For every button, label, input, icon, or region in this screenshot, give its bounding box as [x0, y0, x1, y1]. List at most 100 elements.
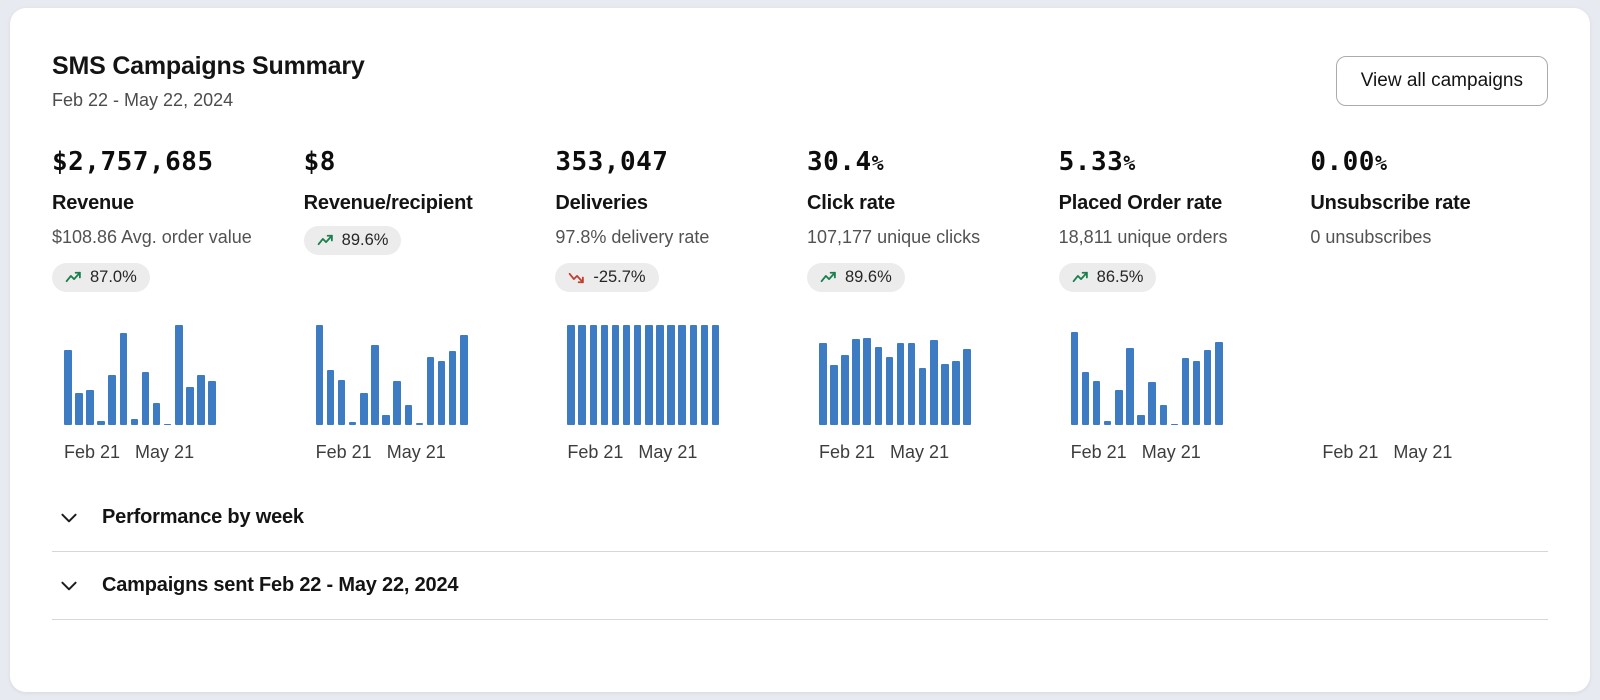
chart-bar: [415, 423, 424, 425]
chart-bar: [678, 325, 686, 425]
chart-bar: [1170, 424, 1179, 425]
chart-bar: [611, 325, 620, 425]
axis-end-label: May 21: [1141, 442, 1201, 462]
badge-text: 89.6%: [845, 267, 892, 286]
chart-bar: [689, 325, 698, 425]
chart-bar: [1070, 332, 1079, 425]
metric-subtext: $108.86 Avg. order value: [52, 227, 252, 247]
revenue-sparkline: [64, 325, 216, 425]
sparkline-axis: Feb 21 May 21: [819, 442, 971, 463]
metric-column-placed-order-rate: 5.33% Placed Order rate 18,811 unique or…: [1058, 147, 1297, 465]
chart-bar: [1092, 381, 1101, 425]
sparkline-block: Feb 21 May 21: [567, 325, 720, 463]
metric-label: Revenue: [52, 192, 134, 214]
chart-bar: [175, 325, 183, 425]
trend-up-icon: [317, 234, 333, 246]
chart-bar: [567, 325, 575, 425]
trend-badge: 89.6%: [303, 226, 402, 255]
deliveries-sparkline: [567, 325, 720, 425]
chart-bar: [152, 403, 161, 425]
chart-bar: [711, 325, 720, 425]
metric-column-revenue: $2,757,685 Revenue $108.86 Avg. order va…: [52, 147, 290, 465]
chart-bar: [1148, 382, 1156, 425]
date-range: Feb 22 - May 22, 2024: [52, 90, 234, 110]
click-rate-sparkline: [819, 325, 971, 425]
metric-column-deliveries: 353,047 Deliveries 97.8% delivery rate -…: [555, 147, 793, 465]
metric-value: 30.4%: [807, 147, 1045, 177]
divider: [52, 551, 1548, 552]
chart-bar: [1081, 372, 1090, 425]
axis-end-label: May 21: [1393, 442, 1453, 462]
card-header: SMS Campaigns Summary Feb 22 - May 22, 2…: [52, 52, 1548, 111]
metric-column-click-rate: 30.4% Click rate 107,177 unique clicks 8…: [807, 147, 1045, 465]
metrics-grid: $2,757,685 Revenue $108.86 Avg. order va…: [52, 147, 1548, 465]
metric-label: Placed Order rate: [1058, 192, 1223, 214]
revenue-recipient-sparkline: [315, 325, 468, 425]
trend-up-icon: [820, 271, 836, 283]
chart-bar: [371, 345, 379, 425]
metric-label: Unsubscribe rate: [1310, 192, 1471, 214]
chart-bar: [963, 349, 971, 425]
chart-bar: [830, 365, 838, 425]
metric-subtext: 107,177 unique clicks: [807, 227, 981, 247]
axis-start-label: Feb 21: [64, 442, 121, 462]
value-unit: %: [1374, 151, 1388, 175]
section-label: Performance by week: [102, 506, 304, 528]
chart-bar: [918, 368, 927, 425]
value-text: 0.00: [1310, 147, 1375, 177]
chart-bar: [1137, 415, 1145, 425]
chart-bar: [119, 333, 128, 425]
sms-campaigns-summary-card: SMS Campaigns Summary Feb 22 - May 22, 2…: [10, 8, 1590, 692]
chart-bar: [130, 419, 139, 425]
chart-bar: [930, 340, 938, 425]
sparkline-axis: Feb 21 May 21: [1322, 442, 1474, 463]
campaigns-sent-section[interactable]: Campaigns sent Feb 22 - May 22, 2024: [52, 559, 1548, 612]
collapsible-sections: Performance by week Campaigns sent Feb 2…: [52, 491, 1548, 620]
metric-value: 0.00%: [1310, 147, 1548, 177]
axis-end-label: May 21: [386, 442, 446, 462]
view-all-campaigns-button[interactable]: View all campaigns: [1335, 56, 1548, 106]
metric-subtext: 0 unsubscribes: [1310, 227, 1432, 247]
chart-bar: [197, 375, 205, 425]
chart-bar: [874, 347, 883, 425]
section-label: Campaigns sent Feb 22 - May 22, 2024: [102, 574, 459, 596]
chart-bar: [952, 361, 960, 425]
unsubscribe-rate-sparkline: [1322, 325, 1474, 425]
value-text: $8: [303, 147, 336, 177]
chart-bar: [404, 405, 413, 425]
badge-text: 87.0%: [90, 267, 137, 286]
page-title: SMS Campaigns Summary: [52, 52, 365, 80]
sparkline-block: Feb 21 May 21: [64, 325, 216, 463]
chart-bar: [437, 361, 446, 425]
metric-label: Click rate: [807, 192, 896, 214]
chart-bar: [64, 350, 72, 425]
chart-bar: [315, 325, 324, 425]
metric-subtext: 97.8% delivery rate: [555, 227, 710, 247]
axis-start-label: Feb 21: [567, 442, 624, 462]
badge-text: 89.6%: [341, 231, 389, 249]
header-text: SMS Campaigns Summary Feb 22 - May 22, 2…: [52, 52, 365, 111]
chart-bar: [186, 387, 194, 425]
chart-bar: [1215, 342, 1223, 425]
chart-bar: [578, 325, 586, 425]
metric-value: 353,047: [555, 147, 793, 177]
placed-order-rate-sparkline: [1070, 325, 1223, 425]
chart-bar: [852, 339, 860, 425]
badge-text: 86.5%: [1096, 267, 1144, 286]
chart-bar: [1203, 350, 1212, 425]
chart-bar: [1126, 348, 1134, 425]
chart-bar: [841, 355, 849, 425]
axis-start-label: Feb 21: [1322, 442, 1379, 462]
metric-label: Revenue/recipient: [303, 192, 473, 214]
value-unit: %: [871, 151, 885, 175]
performance-by-week-section[interactable]: Performance by week: [52, 491, 1548, 544]
axis-end-label: May 21: [638, 442, 698, 462]
chart-bar: [86, 390, 94, 425]
trend-badge: 87.0%: [52, 262, 150, 292]
chart-bar: [633, 325, 642, 425]
metric-column-revenue-recipient: $8 Revenue/recipient 89.6% Feb 21 May 21: [303, 147, 542, 465]
chart-bar: [326, 370, 335, 425]
chart-bar: [863, 338, 871, 425]
chart-bar: [622, 325, 631, 425]
chart-bar: [348, 422, 357, 425]
